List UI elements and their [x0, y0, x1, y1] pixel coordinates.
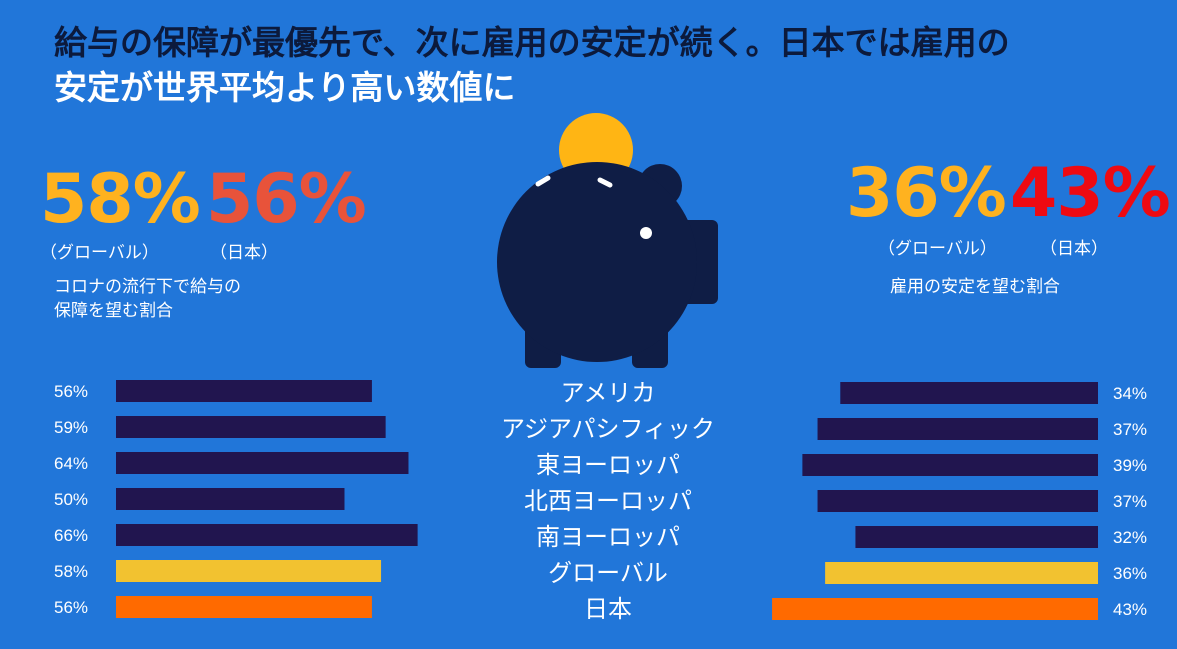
left-description-line-1: コロナの流行下で給与の: [54, 277, 241, 297]
left-bar: [116, 452, 409, 474]
left-data-label: 56%: [54, 598, 88, 617]
right-bar: [772, 598, 1098, 620]
category-label: 南ヨーロッパ: [536, 523, 680, 551]
left-bar: [116, 596, 372, 618]
category-label: 北西ヨーロッパ: [524, 487, 692, 515]
title-line-1: 給与の保障が最優先で、次に雇用の安定が続く。日本では雇用の: [54, 23, 1010, 62]
left-global-value: 58%: [40, 160, 201, 239]
left-data-label: 66%: [54, 526, 88, 545]
piggy-eye: [640, 227, 652, 239]
right-japan-label: （日本）: [1040, 239, 1108, 259]
category-label: アジアパシフィック: [501, 415, 715, 443]
left-bar: [116, 416, 386, 438]
left-global-label: （グローバル）: [40, 243, 159, 263]
left-japan-label: （日本）: [210, 243, 278, 263]
category-label: グローバル: [548, 559, 668, 587]
left-data-label: 59%: [54, 418, 88, 437]
left-data-label: 56%: [54, 382, 88, 401]
right-bar: [855, 526, 1098, 548]
right-global-label: （グローバル）: [878, 239, 997, 259]
right-bar: [840, 382, 1098, 404]
left-bar: [116, 560, 382, 582]
right-description: 雇用の安定を望む割合: [890, 277, 1060, 297]
right-data-label: 36%: [1113, 564, 1147, 583]
title-line-2: 安定が世界平均より高い数値に: [54, 68, 516, 107]
left-bar: [116, 488, 345, 510]
category-label: 東ヨーロッパ: [536, 451, 680, 479]
right-bar: [802, 454, 1098, 476]
right-japan-value: 43%: [1010, 154, 1171, 233]
right-data-label: 37%: [1113, 420, 1147, 439]
right-data-label: 43%: [1113, 600, 1147, 619]
right-global-value: 36%: [846, 154, 1007, 233]
right-data-label: 37%: [1113, 492, 1147, 511]
right-data-label: 34%: [1113, 384, 1147, 403]
right-data-label: 39%: [1113, 456, 1147, 475]
left-description-line-2: 保障を望む割合: [54, 301, 173, 321]
left-data-label: 64%: [54, 454, 88, 473]
left-bar: [116, 380, 372, 402]
right-data-label: 32%: [1113, 528, 1147, 547]
page-title: 給与の保障が最優先で、次に雇用の安定が続く。日本では雇用の 安定が世界平均より高…: [54, 20, 1154, 110]
left-data-label: 50%: [54, 490, 88, 509]
right-bar: [825, 562, 1098, 584]
coin-slot: [535, 175, 613, 188]
category-label: アメリカ: [561, 379, 656, 407]
right-bar: [817, 418, 1098, 440]
left-japan-value: 56%: [206, 160, 367, 239]
left-data-label: 58%: [54, 562, 88, 581]
right-bar: [817, 490, 1098, 512]
piggy-body: [497, 162, 697, 362]
category-label: 日本: [584, 595, 632, 623]
left-description: コロナの流行下で給与の 保障を望む割合: [54, 275, 241, 323]
left-bar: [116, 524, 418, 546]
